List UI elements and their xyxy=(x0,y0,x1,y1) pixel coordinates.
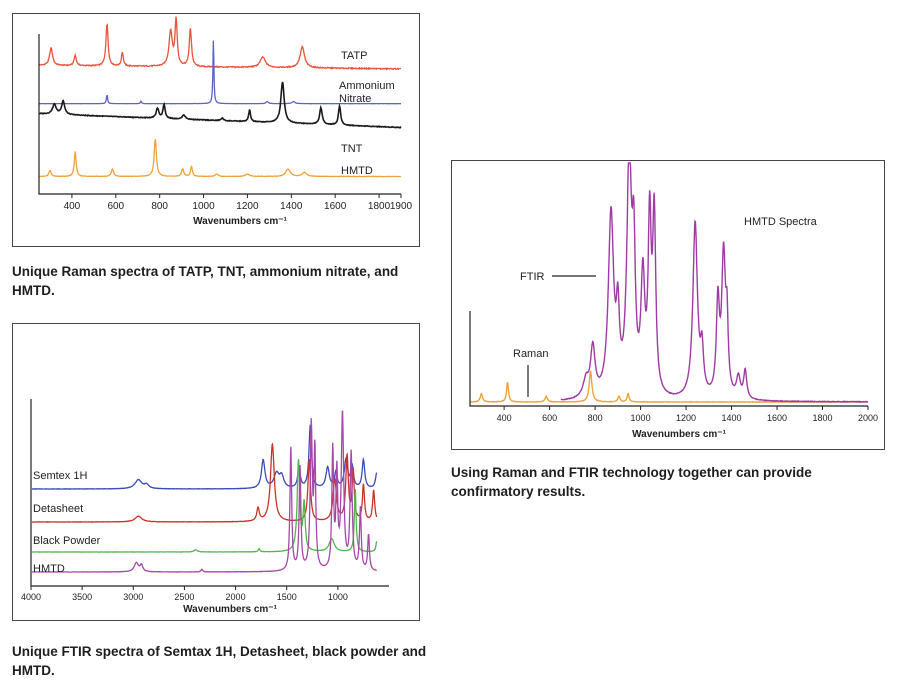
ftir-x-tick-label: 1000 xyxy=(328,592,348,602)
legend-label-ammonium: Ammonium xyxy=(339,80,395,92)
ftir-series-line xyxy=(31,442,378,523)
ftir-x-tick-label: 1500 xyxy=(277,592,297,602)
ftir-chart: Semtex 1H Detasheet Black Powder HMTD 4000 35… xyxy=(21,399,389,615)
ftir-x-tick-label: 2500 xyxy=(174,592,194,602)
ftir-x-tick-label: 3000 xyxy=(123,592,143,602)
raman-x-axis-label: Wavenumbers cm⁻¹ xyxy=(193,216,287,227)
hmtd-series-line xyxy=(469,370,868,404)
hmtd-x-tick-label: 400 xyxy=(497,413,512,423)
legend-label-hmtd: HMTD xyxy=(341,165,373,177)
raman-x-tick-label: 1900 xyxy=(390,201,413,212)
legend-label-black-powder: Black Powder xyxy=(33,535,101,547)
hmtd-x-tick-label: 800 xyxy=(588,413,603,423)
raman-x-tick-label: 400 xyxy=(64,201,81,212)
ftir-annotation-label: FTIR xyxy=(520,271,544,283)
ftir-chart-panel: Semtex 1H Detasheet Black Powder HMTD 4000 35… xyxy=(12,323,420,621)
hmtd-x-tick-label: 1000 xyxy=(631,413,651,423)
raman-series-line xyxy=(39,40,401,105)
hmtd-chart-title: HMTD Spectra xyxy=(744,216,818,228)
hmtd-x-tick-label: 2000 xyxy=(858,413,878,423)
ftir-x-tick-label: 2000 xyxy=(226,592,246,602)
raman-axis xyxy=(38,34,401,195)
legend-label-hmtd: HMTD xyxy=(33,563,65,575)
raman-x-tick-label: 600 xyxy=(107,201,124,212)
raman-annotation-label: Raman xyxy=(513,348,548,360)
ftir-axis xyxy=(30,399,389,587)
raman-series-line xyxy=(38,139,402,178)
hmtd-chart: 400 600 800 1000 1200 1400 1600 1800 2000 Wavenum… xyxy=(469,162,878,440)
ftir-x-tick-label: 4000 xyxy=(21,592,41,602)
legend-label-tnt: TNT xyxy=(341,143,363,155)
legend-label-semtex: Semtex 1H xyxy=(33,470,87,482)
raman-x-tick-label: 1800 xyxy=(368,201,391,212)
ftir-series-line xyxy=(31,459,378,553)
raman-caption: Unique Raman spectra of TATP, TNT, ammon… xyxy=(12,264,399,298)
hmtd-x-tick-label: 1200 xyxy=(676,413,696,423)
hmtd-x-tick-label: 600 xyxy=(542,413,557,423)
hmtd-series-line xyxy=(560,162,869,404)
raman-x-tick-label: 1200 xyxy=(236,201,259,212)
hmtd-chart-panel: 400 600 800 1000 1200 1400 1600 1800 2000 Wavenum… xyxy=(451,160,885,450)
hmtd-x-axis-label: Wavenumbers cm⁻¹ xyxy=(632,429,726,440)
raman-series-line xyxy=(38,81,402,129)
raman-chart-panel: TATP Ammonium Nitrate TNT HMTD 400 600 800 1000 1… xyxy=(12,13,420,247)
hmtd-x-tick-label: 1400 xyxy=(722,413,742,423)
raman-x-tick-label: 800 xyxy=(151,201,168,212)
raman-x-tick-label: 1400 xyxy=(280,201,303,212)
legend-label-nitrate: Nitrate xyxy=(339,93,371,105)
legend-label-tatp: TATP xyxy=(341,50,367,62)
raman-x-tick-label: 1000 xyxy=(192,201,215,212)
ftir-x-axis-label: Wavenumbers cm⁻¹ xyxy=(183,604,277,615)
raman-series-line xyxy=(38,16,402,71)
legend-label-detasheet: Detasheet xyxy=(33,503,83,515)
ftir-series-line xyxy=(32,424,378,490)
ftir-series-line xyxy=(32,410,377,573)
hmtd-axis xyxy=(469,311,868,407)
raman-x-tick-label: 1600 xyxy=(324,201,347,212)
ftir-caption: Unique FTIR spectra of Semtax 1H, Detash… xyxy=(12,644,427,678)
hmtd-x-tick-label: 1800 xyxy=(812,413,832,423)
ftir-x-tick-label: 3500 xyxy=(72,592,92,602)
hmtd-x-tick-label: 1600 xyxy=(767,413,787,423)
hmtd-caption: Using Raman and FTIR technology together… xyxy=(451,465,812,499)
